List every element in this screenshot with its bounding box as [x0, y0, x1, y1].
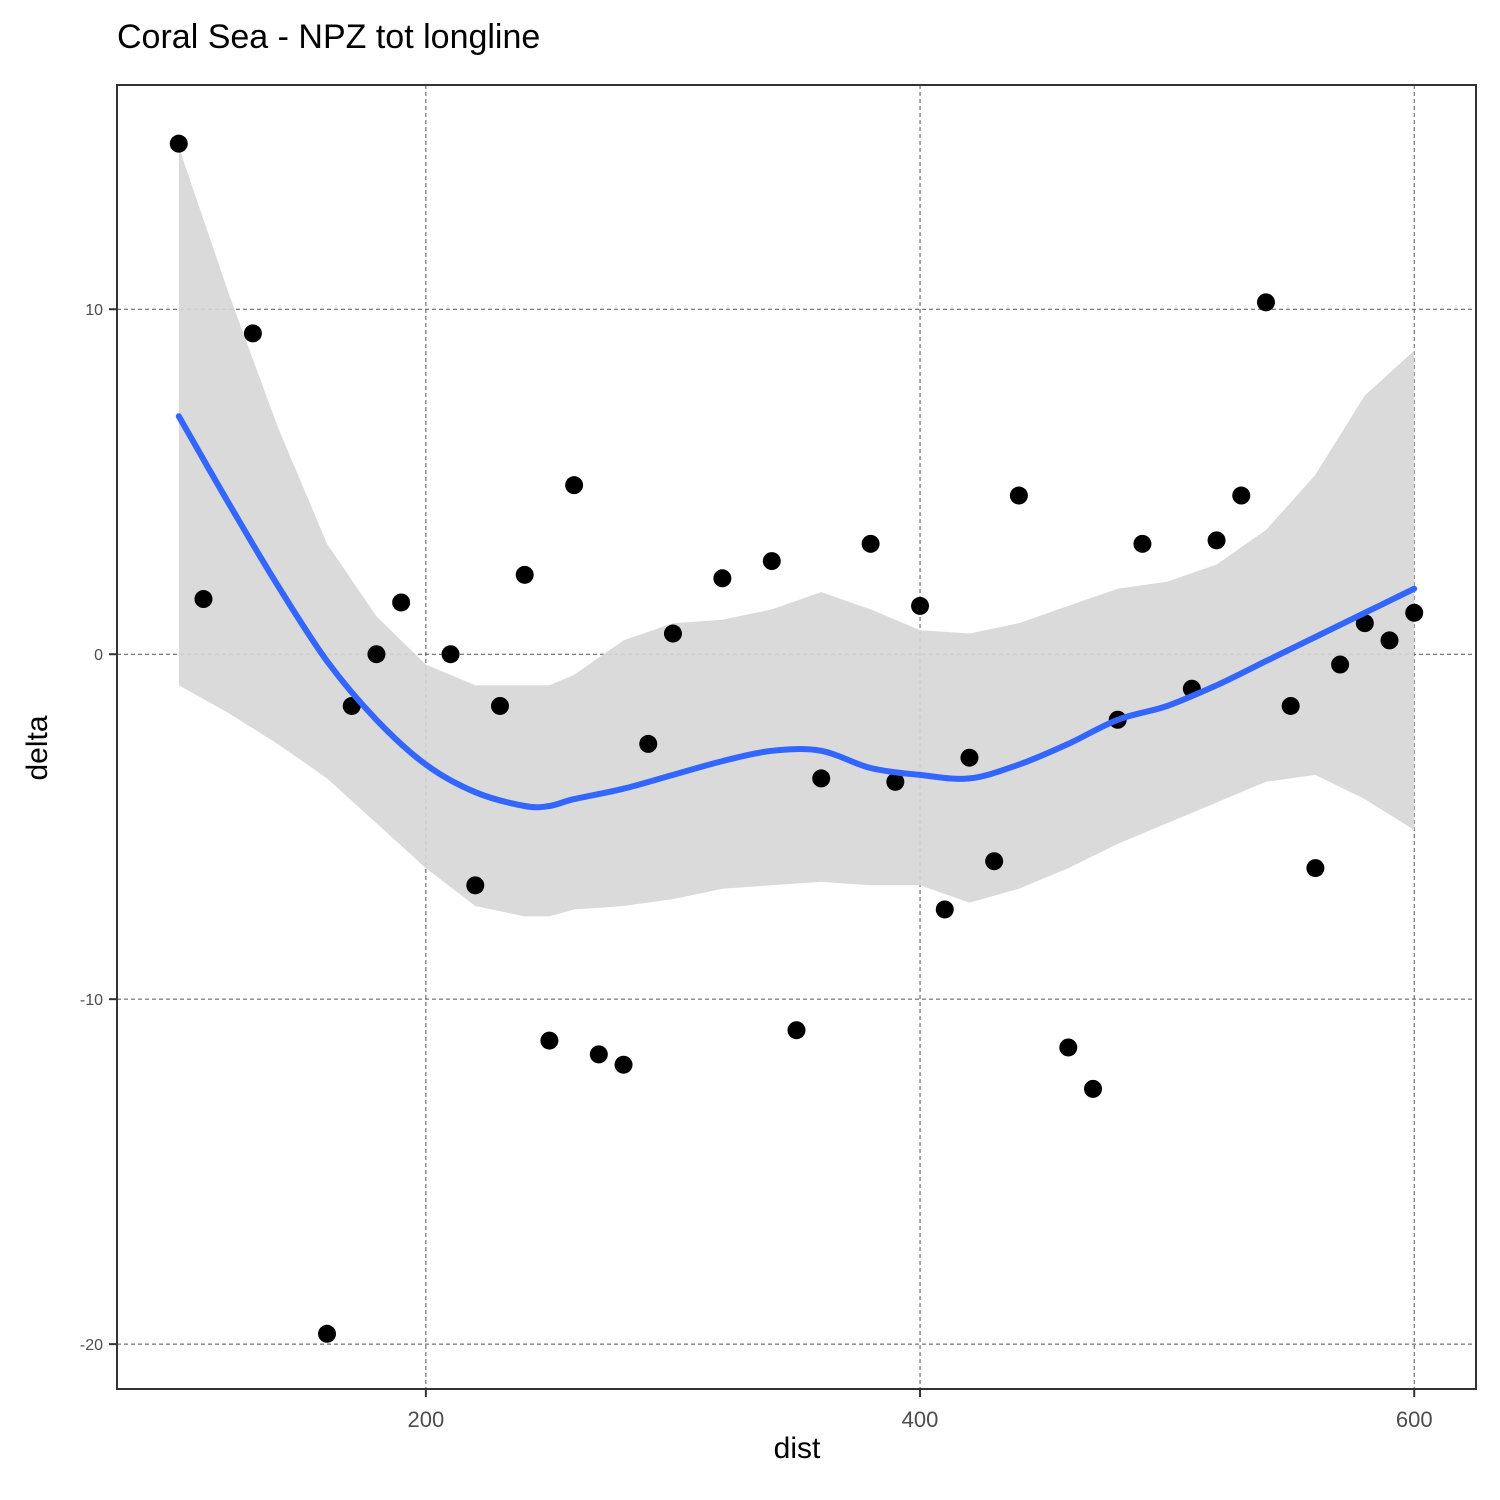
- data-point: [540, 1031, 559, 1050]
- data-point: [1355, 614, 1374, 633]
- data-point: [1084, 1079, 1103, 1098]
- data-point: [1331, 655, 1350, 674]
- data-point: [960, 748, 979, 767]
- data-point: [1306, 859, 1325, 878]
- data-point: [1232, 486, 1251, 505]
- y-axis-title: delta: [21, 715, 54, 781]
- data-point: [663, 624, 682, 643]
- data-point: [466, 876, 485, 895]
- data-point: [441, 645, 460, 664]
- data-point: [367, 645, 386, 664]
- data-point: [1256, 293, 1275, 312]
- y-tick-label: -20: [80, 1337, 103, 1354]
- data-point: [490, 696, 509, 715]
- data-point: [565, 476, 584, 495]
- x-tick-label: 400: [902, 1407, 939, 1432]
- panel-border: [116, 84, 1477, 1390]
- confidence-band: [178, 147, 1415, 917]
- data-point: [886, 772, 905, 791]
- data-point: [392, 593, 411, 612]
- data-point: [243, 324, 262, 343]
- data-point: [762, 552, 781, 571]
- data-point: [1281, 696, 1300, 715]
- data-point: [1380, 631, 1399, 650]
- data-point: [614, 1055, 633, 1074]
- data-point: [911, 596, 930, 615]
- data-point: [515, 565, 534, 584]
- data-point: [194, 590, 213, 609]
- data-point: [935, 900, 954, 919]
- data-point: [639, 734, 658, 753]
- data-point: [812, 769, 831, 788]
- y-tick-label: 10: [85, 302, 103, 319]
- x-tick-label: 200: [408, 1407, 445, 1432]
- x-axis-title: dist: [773, 1432, 821, 1465]
- data-point: [713, 569, 732, 588]
- data-point: [985, 852, 1004, 871]
- smooth-line: [175, 413, 1418, 811]
- data-point: [861, 534, 880, 553]
- data-point: [1133, 534, 1152, 553]
- y-tick-label: -10: [80, 992, 103, 1009]
- x-tick-label: 600: [1396, 1407, 1433, 1432]
- data-point: [1405, 603, 1424, 622]
- data-point: [1009, 486, 1028, 505]
- y-tick-label: 0: [94, 647, 103, 664]
- data-point: [589, 1045, 608, 1064]
- data-point: [1059, 1038, 1078, 1057]
- chart-title: Coral Sea - NPZ tot longline: [117, 18, 541, 56]
- data-point: [318, 1324, 337, 1343]
- data-point: [787, 1021, 806, 1040]
- data-point: [1207, 531, 1226, 550]
- data-point: [169, 134, 188, 153]
